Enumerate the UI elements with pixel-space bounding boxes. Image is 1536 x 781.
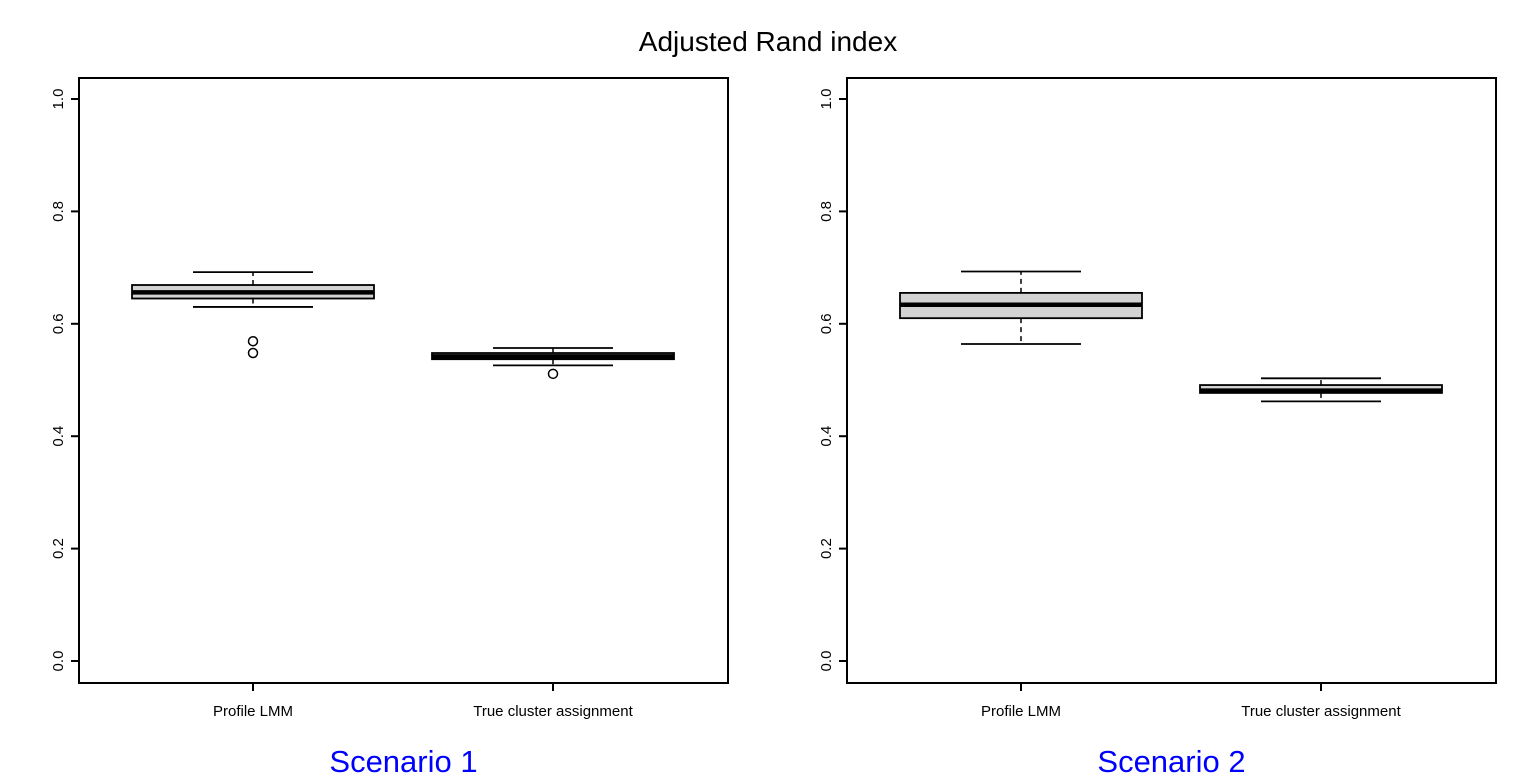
y-axis-tick-label: 1.0 [50, 89, 67, 110]
panel-border [846, 77, 1497, 684]
x-axis-category-label: True cluster assignment [1241, 703, 1401, 720]
outlier-point [247, 335, 259, 347]
y-axis-tick-label: 0.8 [50, 201, 67, 222]
y-axis-tick-label: 0.2 [818, 538, 835, 559]
outlier-point [247, 347, 259, 359]
panel-scenario-2: 0.0 0.2 0.4 0.6 0.8 1.0 Profile LMM True cluste… [787, 68, 1507, 781]
figure-title: Adjusted Rand index [638, 26, 898, 57]
y-axis-tick-label: 0.2 [50, 538, 67, 559]
scenario-2-label: Scenario 2 [1097, 744, 1246, 779]
x-axis-category-label: Profile LMM [213, 703, 293, 720]
y-axis-tick-label: 0.0 [818, 651, 835, 672]
outlier-point [547, 368, 559, 380]
y-axis-tick-label: 0.4 [50, 426, 67, 447]
y-axis-tick-label: 0.6 [50, 313, 67, 334]
y-axis-tick-label: 0.6 [818, 313, 835, 334]
y-axis-tick-label: 1.0 [818, 89, 835, 110]
panel-border [78, 77, 729, 684]
scenario-1-label: Scenario 1 [329, 744, 478, 779]
x-axis-category-label: True cluster assignment [473, 703, 633, 720]
boxplot-scenario-2: 0.0 0.2 0.4 0.6 0.8 1.0 Profile LMM True cluste… [818, 77, 1497, 720]
y-axis-tick-label: 0.4 [818, 426, 835, 447]
y-axis-tick-label: 0.0 [50, 651, 67, 672]
boxplot-scenario-1: 0.0 0.2 0.4 0.6 0.8 1.0 Profile LMM True cluste… [50, 77, 729, 720]
x-axis-category-label: Profile LMM [981, 703, 1061, 720]
panel-scenario-1: 0.0 0.2 0.4 0.6 0.8 1.0 Profile LMM True cluste… [19, 68, 739, 781]
y-axis-tick-label: 0.8 [818, 201, 835, 222]
